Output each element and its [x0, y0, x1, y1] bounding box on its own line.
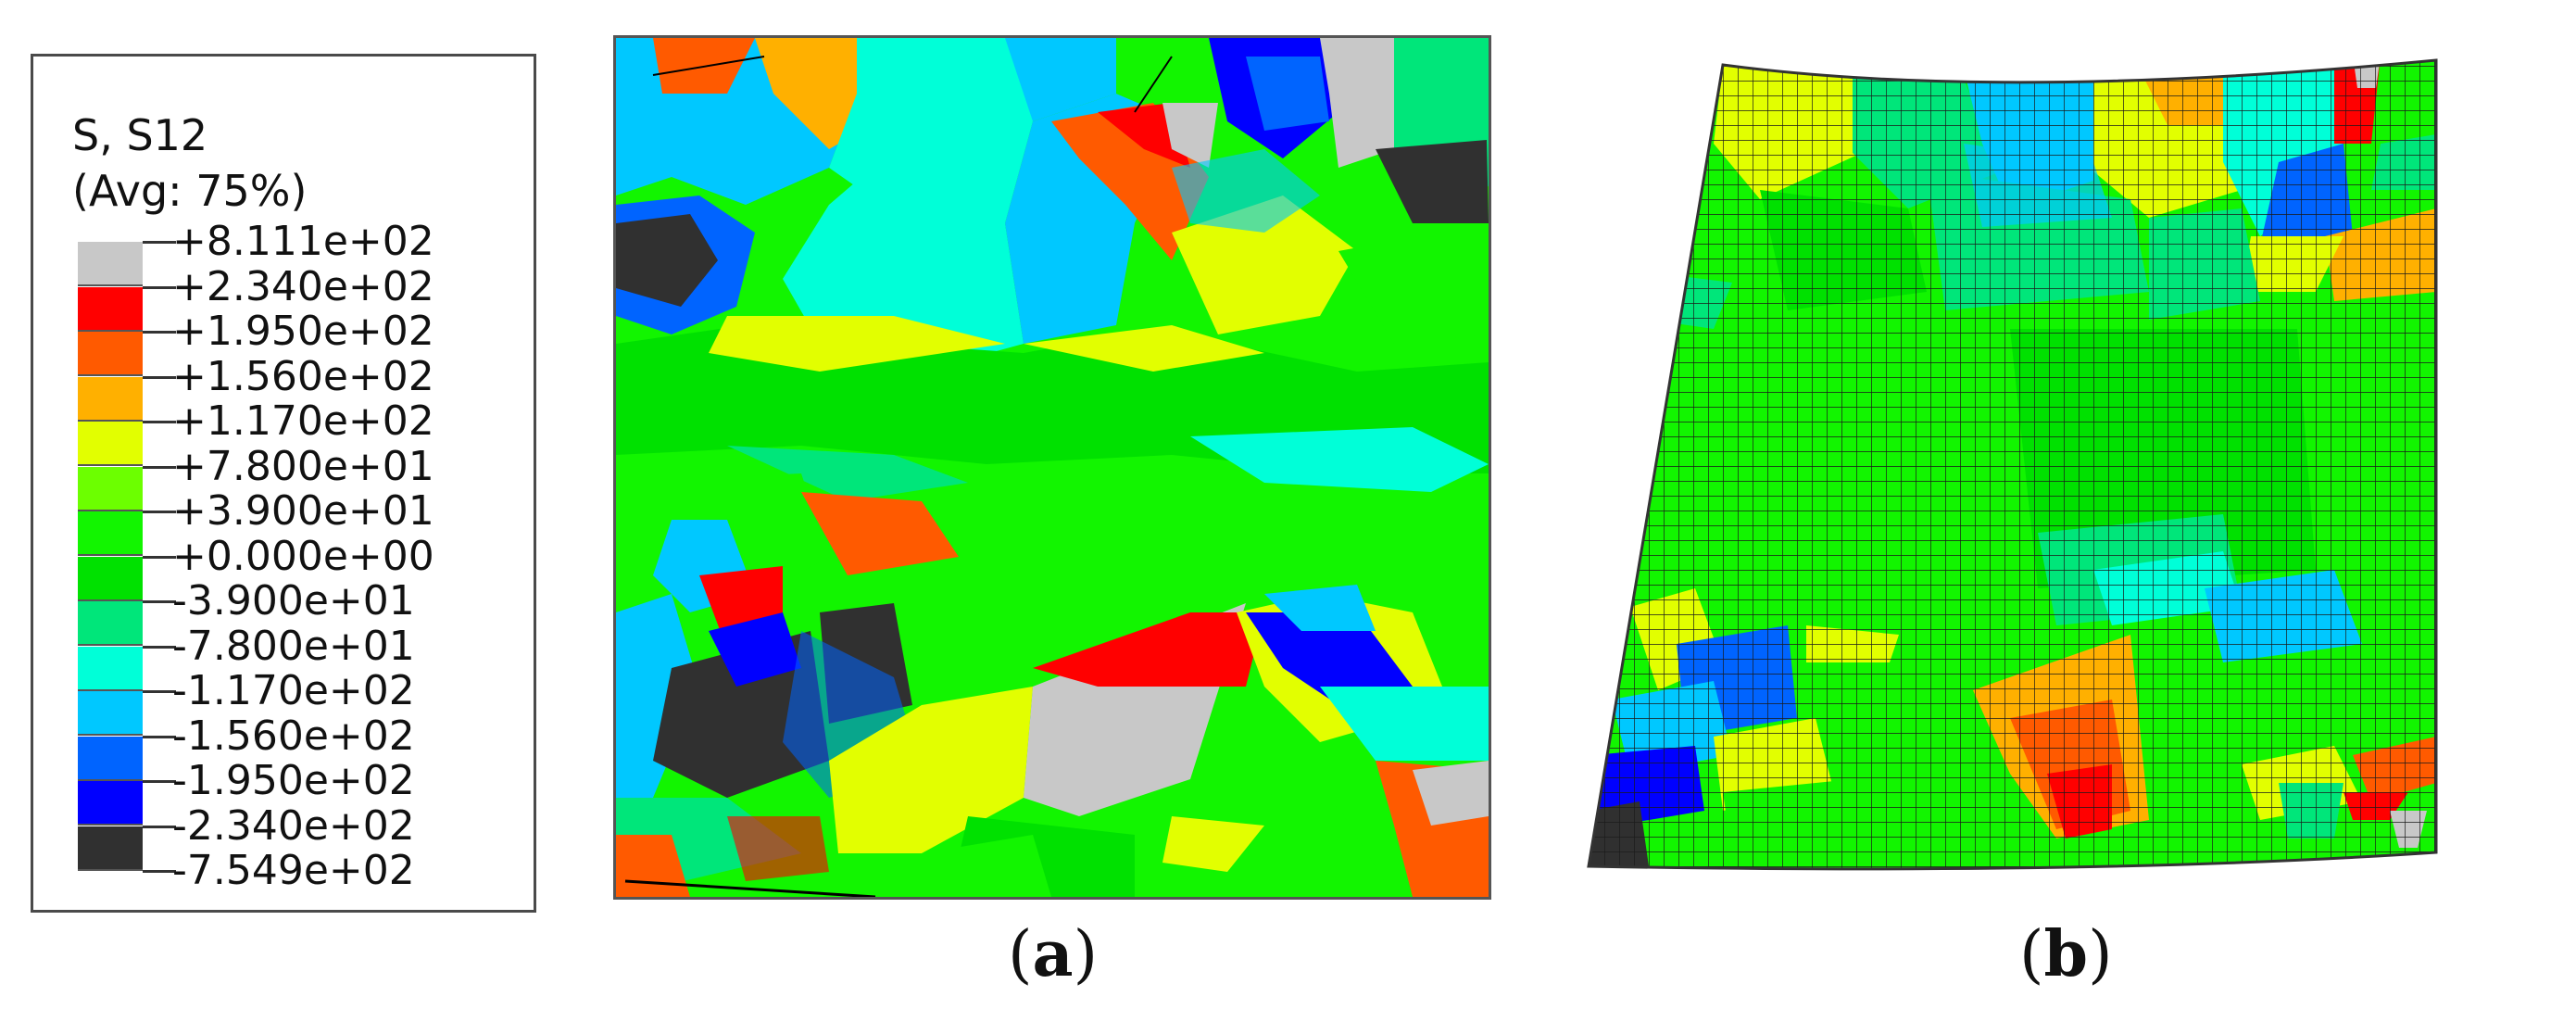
legend-swatch: [78, 376, 143, 422]
legend-value-label: -3.900e+01: [172, 577, 415, 624]
legend-value-label: -2.340e+02: [172, 801, 415, 850]
legend-tick: [143, 285, 176, 289]
stress-legend: S, S12 (Avg: 75%) +8.111e+02 +2.340e+02 +1…: [31, 54, 536, 913]
caption-a: (a): [1008, 917, 1099, 991]
legend-value-label: +0.000e+00: [172, 532, 434, 580]
legend-tick: [143, 735, 176, 738]
legend-swatch: [78, 781, 143, 826]
legend-swatch: [78, 556, 143, 601]
legend-value-label: +1.560e+02: [172, 352, 434, 400]
legend-subtitle: (Avg: 75%): [72, 166, 308, 216]
legend-value-label: +1.950e+02: [172, 308, 434, 355]
contour-map-a: [616, 38, 1489, 899]
legend-value-label: -1.950e+02: [172, 757, 415, 804]
legend-tick: [143, 645, 176, 649]
legend-tick: [143, 511, 176, 513]
legend-swatch: [78, 332, 143, 376]
legend-value-label: -1.560e+02: [172, 712, 415, 760]
legend-swatch: [78, 511, 143, 556]
legend-value-label: +2.340e+02: [172, 262, 434, 310]
legend-tick: [143, 421, 176, 423]
legend-tick: [143, 375, 176, 379]
legend-swatch: [78, 736, 143, 781]
legend-tick: [143, 331, 176, 334]
legend-swatch: [78, 422, 143, 466]
mesh-map-b: [1587, 58, 2438, 871]
legend-tick: [143, 690, 176, 693]
legend-tick: [143, 870, 176, 873]
legend-title: S, S12: [72, 110, 208, 160]
legend-tick: [143, 600, 176, 603]
legend-value-label: +7.800e+01: [172, 442, 434, 490]
mesh-plot-b: [1575, 51, 2501, 885]
legend-value-label: -1.170e+02: [172, 667, 415, 714]
legend-tick: [143, 825, 176, 828]
contour-plot-a: [613, 35, 1491, 900]
legend-value-label: +8.111e+02: [172, 218, 434, 265]
caption-b: (b): [2019, 917, 2113, 991]
legend-swatch: [78, 242, 143, 286]
legend-swatch: [78, 601, 143, 646]
legend-tick: [143, 465, 176, 469]
legend-swatch: [78, 466, 143, 511]
legend-value-label: -7.549e+02: [172, 847, 415, 894]
legend-swatch: [78, 286, 143, 332]
legend-tick: [143, 241, 176, 244]
legend-tick: [143, 555, 176, 559]
legend-value-label: +1.170e+02: [172, 397, 434, 445]
legend-tick: [143, 780, 176, 783]
legend-swatch: [78, 691, 143, 736]
legend-value-label: -7.800e+01: [172, 622, 415, 670]
legend-value-label: +3.900e+01: [172, 487, 434, 535]
legend-swatch: [78, 826, 143, 871]
legend-swatch: [78, 646, 143, 691]
